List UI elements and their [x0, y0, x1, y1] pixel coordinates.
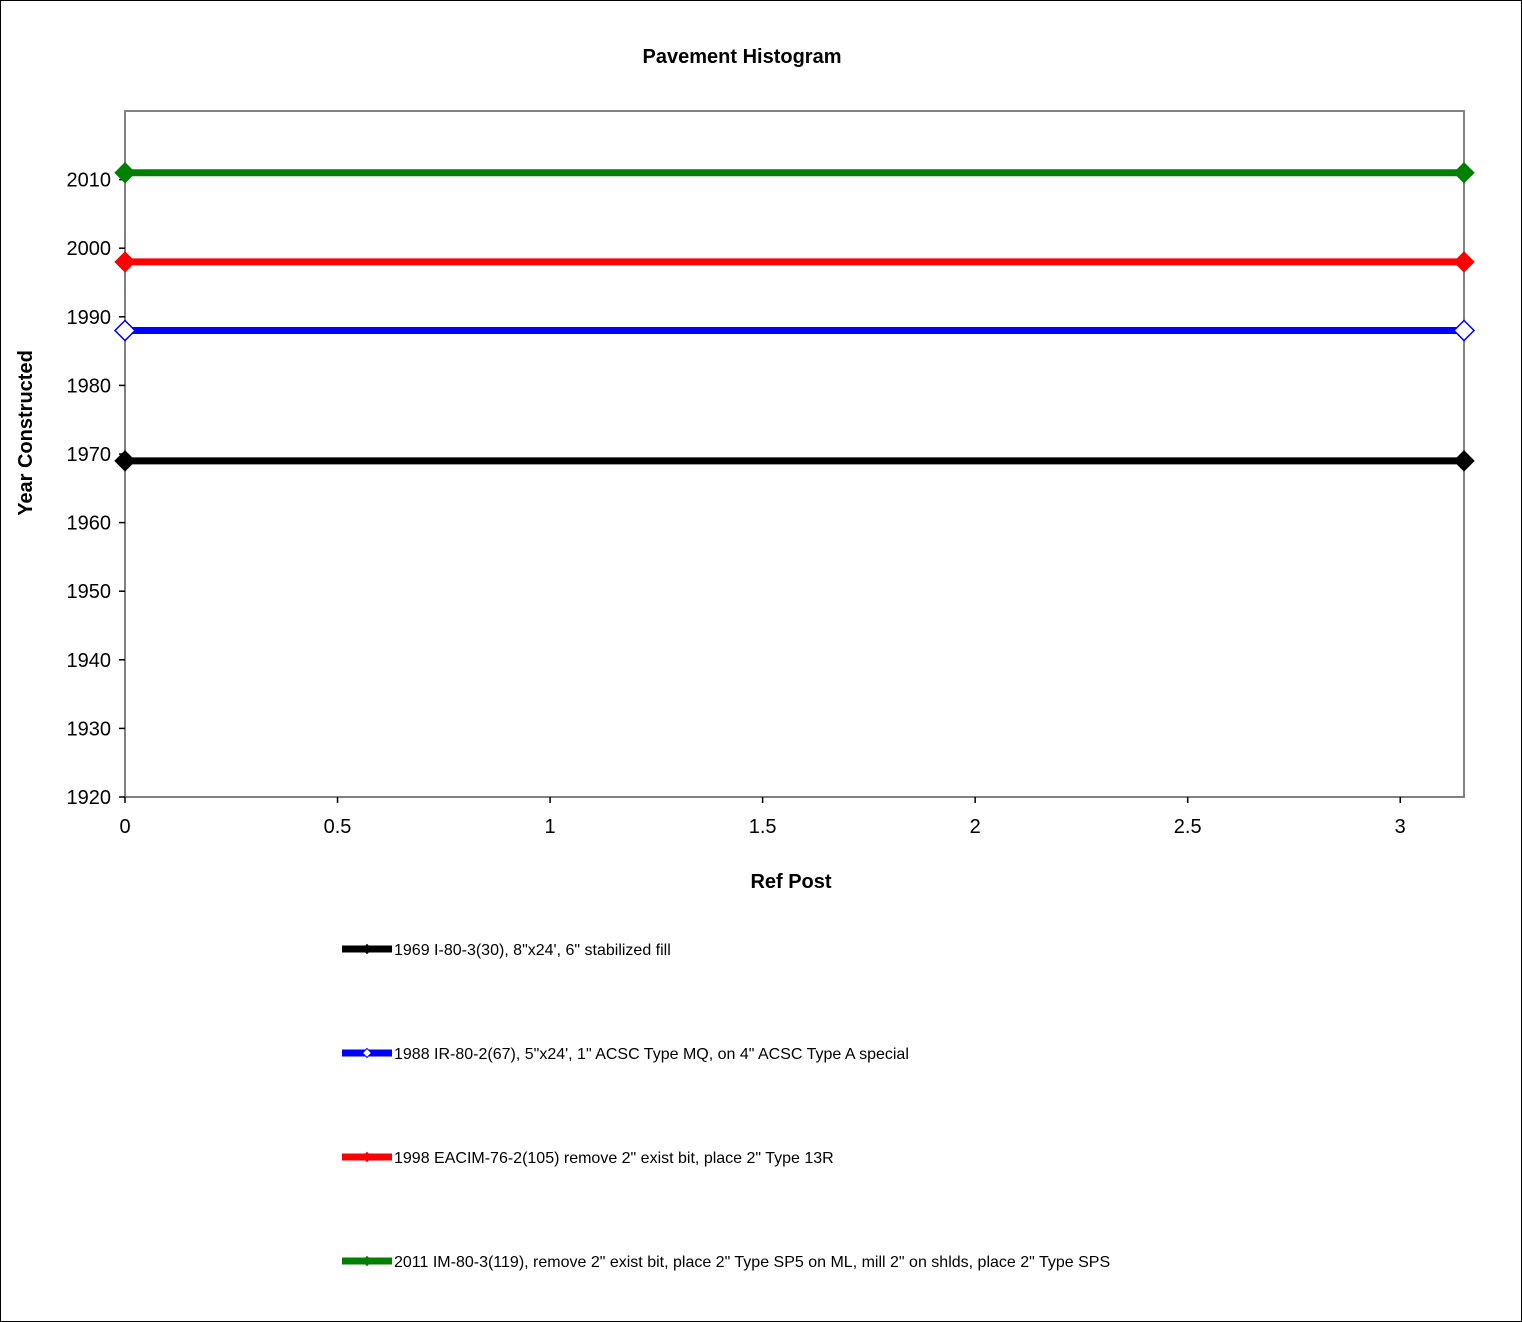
series-2	[113, 319, 1476, 342]
series-layer	[113, 162, 1476, 472]
y-axis-title: Year Constructed	[15, 350, 37, 516]
data-point	[113, 319, 137, 342]
series-1	[114, 450, 1475, 472]
y-tick-label: 1960	[67, 513, 112, 535]
series-3	[114, 251, 1475, 273]
legend-marker	[361, 1255, 373, 1267]
legend-item: 1988 IR-80-2(67), 5"x24', 1" ACSC Type M…	[342, 1046, 909, 1063]
plot-area	[124, 110, 1465, 798]
data-point	[1453, 162, 1475, 184]
data-point	[114, 251, 136, 273]
y-tick-label: 1980	[67, 375, 112, 397]
legend-label: 1998 EACIM-76-2(105) remove 2" exist bit…	[394, 1150, 834, 1167]
legend-item: 1969 I-80-3(30), 8"x24', 6" stabilized f…	[342, 942, 671, 959]
data-point	[1453, 450, 1475, 472]
y-tick-label: 1970	[67, 444, 112, 466]
y-tick-label: 1950	[67, 581, 112, 603]
y-tick-label: 1920	[67, 787, 112, 809]
x-tick-label: 3	[1395, 816, 1406, 838]
y-tick-label: 2010	[67, 170, 112, 192]
series-4	[114, 162, 1475, 184]
legend-item: 1998 EACIM-76-2(105) remove 2" exist bit…	[342, 1150, 834, 1167]
legend-label: 1969 I-80-3(30), 8"x24', 6" stabilized f…	[394, 942, 671, 959]
data-point	[114, 162, 136, 184]
x-tick-label: 2.5	[1174, 816, 1202, 838]
x-tick-label: 1	[545, 816, 556, 838]
x-tick-label: 2	[970, 816, 981, 838]
x-axis-title: Ref Post	[750, 871, 831, 893]
legend-marker	[361, 1047, 373, 1059]
axis-ticks: 1920193019401950196019701980199020002010…	[67, 170, 1406, 838]
data-point	[1453, 251, 1475, 273]
x-tick-label: 0	[119, 816, 130, 838]
chart-title: Pavement Histogram	[643, 46, 842, 68]
legend-marker	[361, 1151, 373, 1163]
y-tick-label: 1940	[67, 650, 112, 672]
y-tick-label: 1930	[67, 718, 112, 740]
x-tick-label: 0.5	[324, 816, 352, 838]
x-tick-label: 1.5	[749, 816, 777, 838]
legend-label: 1988 IR-80-2(67), 5"x24', 1" ACSC Type M…	[394, 1046, 909, 1063]
legend-item: 2011 IM-80-3(119), remove 2" exist bit, …	[342, 1254, 1110, 1271]
y-tick-label: 1990	[67, 307, 112, 329]
data-point	[1452, 319, 1476, 342]
legend: 1969 I-80-3(30), 8"x24', 6" stabilized f…	[342, 942, 1110, 1271]
data-point	[114, 450, 136, 472]
legend-marker	[361, 943, 373, 955]
legend-label: 2011 IM-80-3(119), remove 2" exist bit, …	[394, 1254, 1110, 1271]
y-tick-label: 2000	[67, 238, 112, 260]
